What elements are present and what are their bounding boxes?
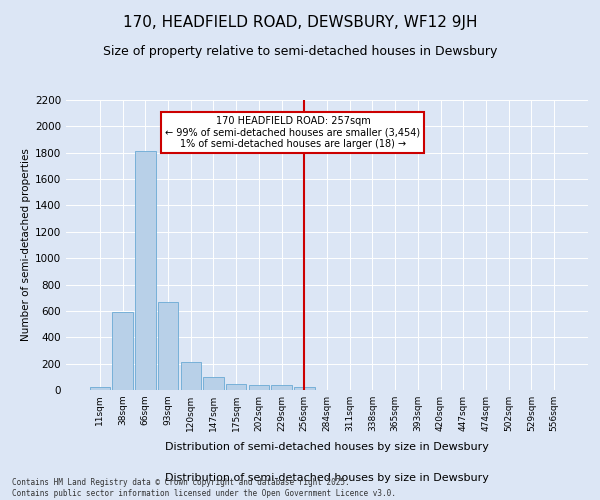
Bar bbox=[226, 384, 247, 390]
Text: Distribution of semi-detached houses by size in Dewsbury: Distribution of semi-detached houses by … bbox=[165, 442, 489, 452]
Bar bbox=[203, 378, 224, 390]
Text: 170 HEADFIELD ROAD: 257sqm
← 99% of semi-detached houses are smaller (3,454)
1% : 170 HEADFIELD ROAD: 257sqm ← 99% of semi… bbox=[166, 116, 421, 149]
Bar bbox=[271, 386, 292, 390]
Text: Contains HM Land Registry data © Crown copyright and database right 2025.
Contai: Contains HM Land Registry data © Crown c… bbox=[12, 478, 396, 498]
Bar bbox=[112, 312, 133, 390]
Text: 170, HEADFIELD ROAD, DEWSBURY, WF12 9JH: 170, HEADFIELD ROAD, DEWSBURY, WF12 9JH bbox=[123, 15, 477, 30]
Bar bbox=[90, 386, 110, 390]
Bar bbox=[135, 152, 155, 390]
Bar bbox=[294, 388, 314, 390]
Y-axis label: Number of semi-detached properties: Number of semi-detached properties bbox=[21, 148, 31, 342]
Bar bbox=[248, 384, 269, 390]
Text: Size of property relative to semi-detached houses in Dewsbury: Size of property relative to semi-detach… bbox=[103, 45, 497, 58]
Bar bbox=[181, 362, 201, 390]
Bar bbox=[158, 302, 178, 390]
X-axis label: Distribution of semi-detached houses by size in Dewsbury: Distribution of semi-detached houses by … bbox=[165, 473, 489, 483]
